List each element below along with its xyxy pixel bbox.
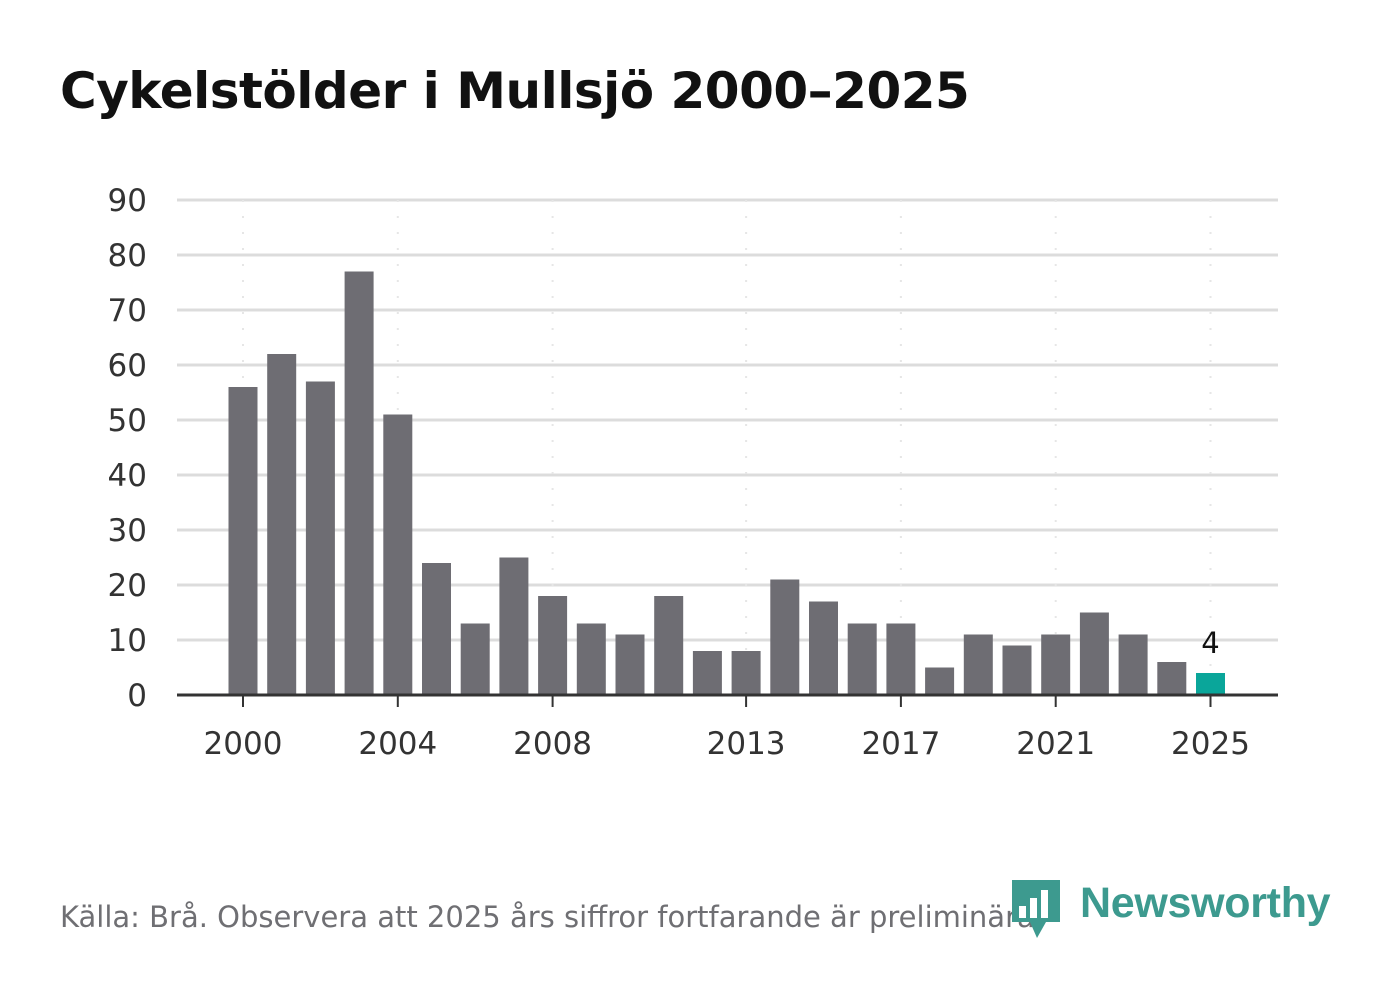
- bar-2009: [576, 623, 606, 695]
- y-tick-label-50: 50: [108, 403, 147, 439]
- bar-2007: [499, 557, 529, 695]
- source-note: Källa: Brå. Observera att 2025 års siffr…: [60, 900, 1044, 934]
- y-tick-label-60: 60: [108, 348, 147, 384]
- bar-2010: [615, 634, 645, 695]
- labels: 0 10 20 30 40 50 60 70 80 90 4 2000 2004 2008 2013 2017…: [108, 183, 1250, 762]
- bar-2019: [963, 634, 993, 695]
- chart-title: Cykelstölder i Mullsjö 2000–2025: [60, 62, 970, 120]
- newsworthy-logo-icon: [1012, 880, 1060, 938]
- x-tick-label-2004: 2004: [358, 726, 437, 762]
- data-label-2025: 4: [1201, 626, 1219, 660]
- bar-2013: [731, 651, 761, 695]
- brand-name: Newsworthy: [1080, 879, 1331, 927]
- bar-2012: [692, 651, 722, 695]
- y-tick-label-40: 40: [108, 458, 147, 494]
- y-tick-label-30: 30: [108, 513, 147, 549]
- bar-2011: [654, 596, 684, 695]
- bar-2004: [383, 414, 413, 695]
- y-tick-label-90: 90: [108, 183, 147, 219]
- bar-2023: [1118, 634, 1148, 695]
- y-tick-label-0: 0: [127, 678, 147, 714]
- bar-2025: [1196, 673, 1225, 695]
- bar-2015: [809, 601, 838, 695]
- gridlines: [177, 198, 1278, 695]
- bar-2022: [1079, 612, 1109, 695]
- x-tick-label-2008: 2008: [513, 726, 592, 762]
- bar-2017: [886, 623, 916, 695]
- bar-2014: [770, 579, 800, 695]
- y-tick-label-10: 10: [108, 623, 147, 659]
- y-tick-label-70: 70: [108, 293, 147, 329]
- x-tick-label-2025: 2025: [1171, 726, 1250, 762]
- newsworthy-brand: Newsworthy: [1010, 878, 1331, 940]
- bar-2024: [1157, 662, 1187, 695]
- x-axis: [177, 693, 1278, 707]
- bar-2008: [538, 596, 568, 695]
- bar-2000: [228, 387, 258, 695]
- y-tick-label-80: 80: [108, 238, 147, 274]
- bar-2001: [267, 354, 297, 695]
- bar-2003: [344, 271, 374, 695]
- bar-2006: [460, 623, 490, 695]
- bar-2020: [1002, 645, 1032, 695]
- x-tick-label-2013: 2013: [707, 726, 786, 762]
- bar-2002: [305, 381, 335, 695]
- x-tick-label-2000: 2000: [204, 726, 283, 762]
- bar-2016: [847, 623, 877, 695]
- bar-2018: [925, 667, 955, 695]
- y-tick-label-20: 20: [108, 568, 147, 604]
- bar-2005: [422, 563, 451, 695]
- bar-2021: [1041, 634, 1071, 695]
- bars: [228, 271, 1225, 695]
- x-tick-label-2021: 2021: [1016, 726, 1095, 762]
- x-tick-label-2017: 2017: [861, 726, 940, 762]
